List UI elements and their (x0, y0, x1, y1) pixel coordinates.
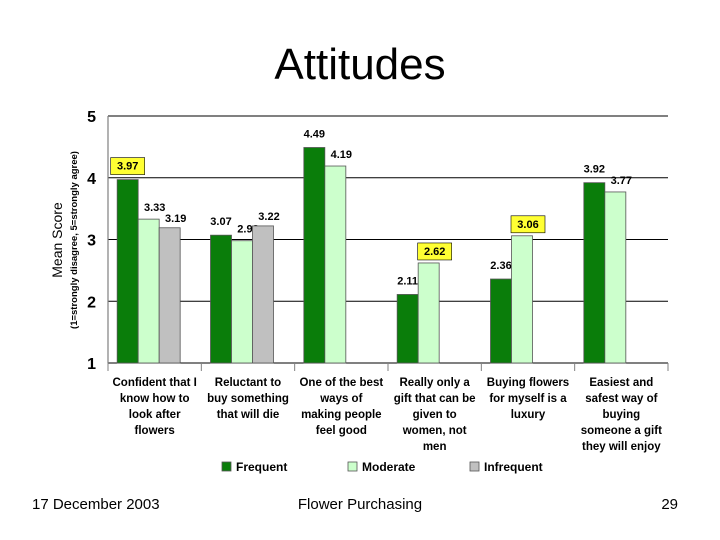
data-label: 4.19 (331, 149, 352, 161)
bar-infrequent (252, 225, 274, 364)
legend-swatch-moderate (347, 461, 358, 472)
page-number: 29 (661, 496, 678, 513)
x-tick-label-line: Really only a (400, 377, 471, 389)
data-label: 3.92 (584, 164, 605, 176)
bar-frequent (490, 278, 512, 364)
y-tick-label: 2 (87, 294, 96, 311)
data-label: 3.77 (611, 175, 632, 187)
slide-title: Attitudes (274, 40, 446, 89)
bar-infrequent (158, 227, 181, 364)
bar-moderate (511, 235, 533, 364)
x-tick-label-line: buying (602, 409, 640, 421)
bar-moderate (231, 240, 253, 364)
x-tick-label-line: flowers (135, 425, 175, 437)
x-tick-label-line: men (423, 441, 447, 453)
y-tick-label: 1 (87, 356, 96, 373)
data-label: 2.36 (490, 260, 511, 272)
y-tick-label: 4 (87, 171, 96, 188)
x-tick-label-line: making people (301, 409, 382, 421)
x-tick-label-line: feel good (316, 425, 367, 437)
bar-frequent (303, 147, 326, 364)
y-tick-label: 5 (87, 109, 96, 126)
bar-frequent (116, 179, 139, 364)
x-tick-label: Confident that I know how to look after flo… (113, 377, 197, 437)
bar-moderate (604, 191, 627, 364)
x-tick-label-line: ways of (319, 393, 362, 405)
data-label: 3.07 (210, 216, 231, 228)
legend-label: Frequent (236, 460, 287, 474)
y-axis-subtitle: (1=strongly disagree, 5=strongly agree) (69, 151, 80, 329)
x-tick-label: Reluctant to buy something that will die (207, 377, 289, 421)
footer-date: 17 December 2003 (32, 496, 160, 513)
x-tick-label-line: safest way of (585, 393, 657, 405)
x-tick-label-line: gift that can be (394, 393, 476, 405)
bar-moderate (137, 218, 160, 364)
x-tick-label: Easiest and safest way of buying someone a … (581, 377, 662, 453)
x-tick-label-line: women, not (402, 425, 467, 437)
data-label: 3.06 (517, 219, 538, 231)
data-label: 3.22 (258, 211, 279, 223)
legend-label: Moderate (362, 460, 416, 474)
x-tick-label-line: Buying flowers (487, 377, 569, 389)
y-axis-title: Mean Score (49, 202, 65, 278)
legend-swatch-frequent (221, 461, 232, 472)
bar-frequent (583, 182, 606, 364)
x-tick-label-line: Confident that I (113, 377, 197, 389)
data-label-highlight (510, 215, 546, 234)
x-tick-label-line: buy something (207, 393, 289, 405)
legend-label: Infrequent (484, 460, 543, 474)
x-tick-label-line: look after (129, 409, 181, 421)
x-tick-label-line: that will die (217, 409, 280, 421)
x-tick-label-line: given to (413, 409, 457, 421)
bar-frequent (210, 234, 232, 364)
x-tick-label: Really only a gift that can be given to wom… (394, 377, 476, 453)
bar-frequent (396, 294, 419, 364)
footer-presentation-title: Flower Purchasing (297, 496, 423, 513)
y-tick-label: 3 (87, 233, 96, 250)
data-label: 2.62 (424, 246, 445, 258)
bar-moderate (417, 262, 440, 364)
x-tick-label-line: for myself is a (489, 393, 567, 405)
x-tick-label-line: know how to (120, 393, 190, 405)
data-label: 3.97 (117, 161, 138, 173)
data-label-highlight (417, 242, 452, 261)
x-tick-label: One of the best ways of making people feel … (299, 377, 383, 437)
x-tick-label-line: One of the best (299, 377, 383, 389)
x-tick-label-line: Easiest and (589, 377, 653, 389)
x-tick-label-line: Reluctant to (215, 377, 281, 389)
bar-moderate (324, 165, 347, 364)
data-label-highlight (110, 157, 145, 175)
legend-swatch-infrequent (469, 461, 480, 472)
data-label: 2.11 (397, 275, 418, 287)
data-label: 4.49 (304, 128, 325, 140)
data-label: 3.19 (165, 213, 186, 225)
x-tick-label-line: someone a gift (581, 425, 662, 437)
x-tick-label-line: luxury (511, 409, 546, 421)
x-tick-label-line: they will enjoy (582, 441, 661, 453)
x-tick-label: Buying flowers for myself is a luxury (487, 377, 569, 421)
data-label: 3.33 (144, 202, 165, 214)
